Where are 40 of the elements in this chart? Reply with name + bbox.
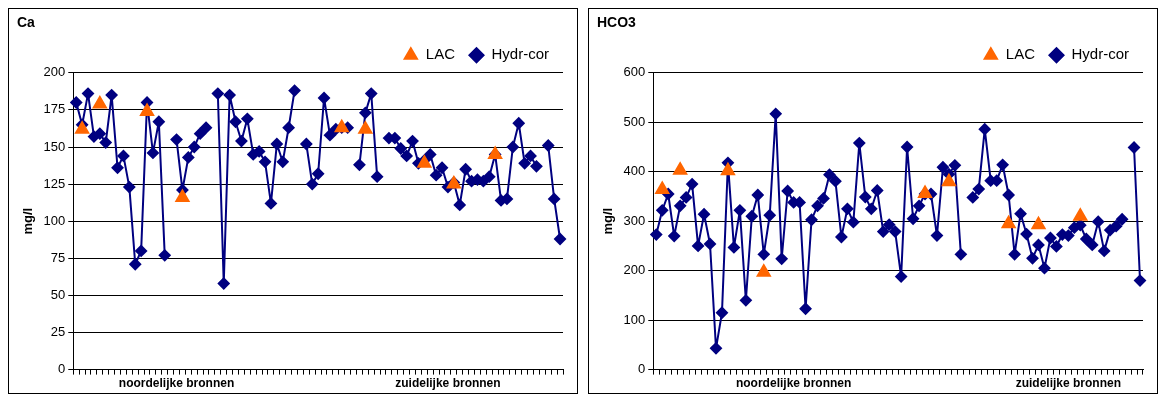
point: [175, 189, 190, 202]
y-tick-label: 25: [50, 324, 66, 340]
x-tick-label: noordelijke bronnen: [118, 376, 235, 391]
x-tick-label: zuidelijke bronnen: [1015, 376, 1122, 391]
legend-label: LAC: [1005, 45, 1036, 63]
point: [756, 264, 771, 277]
y-tick-label: 400: [623, 163, 646, 179]
point: [720, 162, 735, 176]
point: [358, 121, 373, 134]
x-tick-label: noordelijke bronnen: [735, 376, 852, 391]
y-tick-label: 600: [623, 64, 646, 80]
legend-label: LAC: [425, 45, 456, 63]
y-axis-title: mg/l: [600, 207, 616, 235]
y-tick-label: 150: [43, 138, 66, 154]
y-tick-label: 50: [50, 286, 66, 302]
point: [941, 173, 956, 187]
legend-label: Hydr-cor: [491, 45, 550, 63]
point: [1001, 215, 1016, 229]
x-tick-label: zuidelijke bronnen: [395, 376, 501, 391]
y-tick-label: 125: [43, 175, 66, 191]
point: [655, 181, 670, 195]
point: [673, 162, 688, 175]
y-axis-title: mg/l: [20, 207, 36, 235]
y-tick-label: 0: [58, 361, 66, 377]
y-tick-label: 500: [623, 113, 646, 129]
y-tick-label: 175: [43, 101, 66, 117]
y-tick-label: 300: [623, 212, 646, 228]
y-tick-label: 200: [43, 64, 66, 80]
point: [139, 103, 155, 116]
point: [1031, 216, 1046, 230]
chart-title: HCO3: [597, 14, 637, 31]
chart-title: Ca: [17, 14, 36, 31]
point: [1073, 208, 1088, 221]
y-tick-label: 100: [623, 311, 646, 327]
y-tick-label: 100: [43, 212, 66, 228]
y-tick-label: 75: [50, 249, 66, 265]
legend-label: Hydr-cor: [1071, 45, 1130, 63]
y-tick-label: 200: [623, 262, 646, 278]
y-tick-label: 0: [638, 361, 646, 377]
point: [92, 95, 107, 109]
